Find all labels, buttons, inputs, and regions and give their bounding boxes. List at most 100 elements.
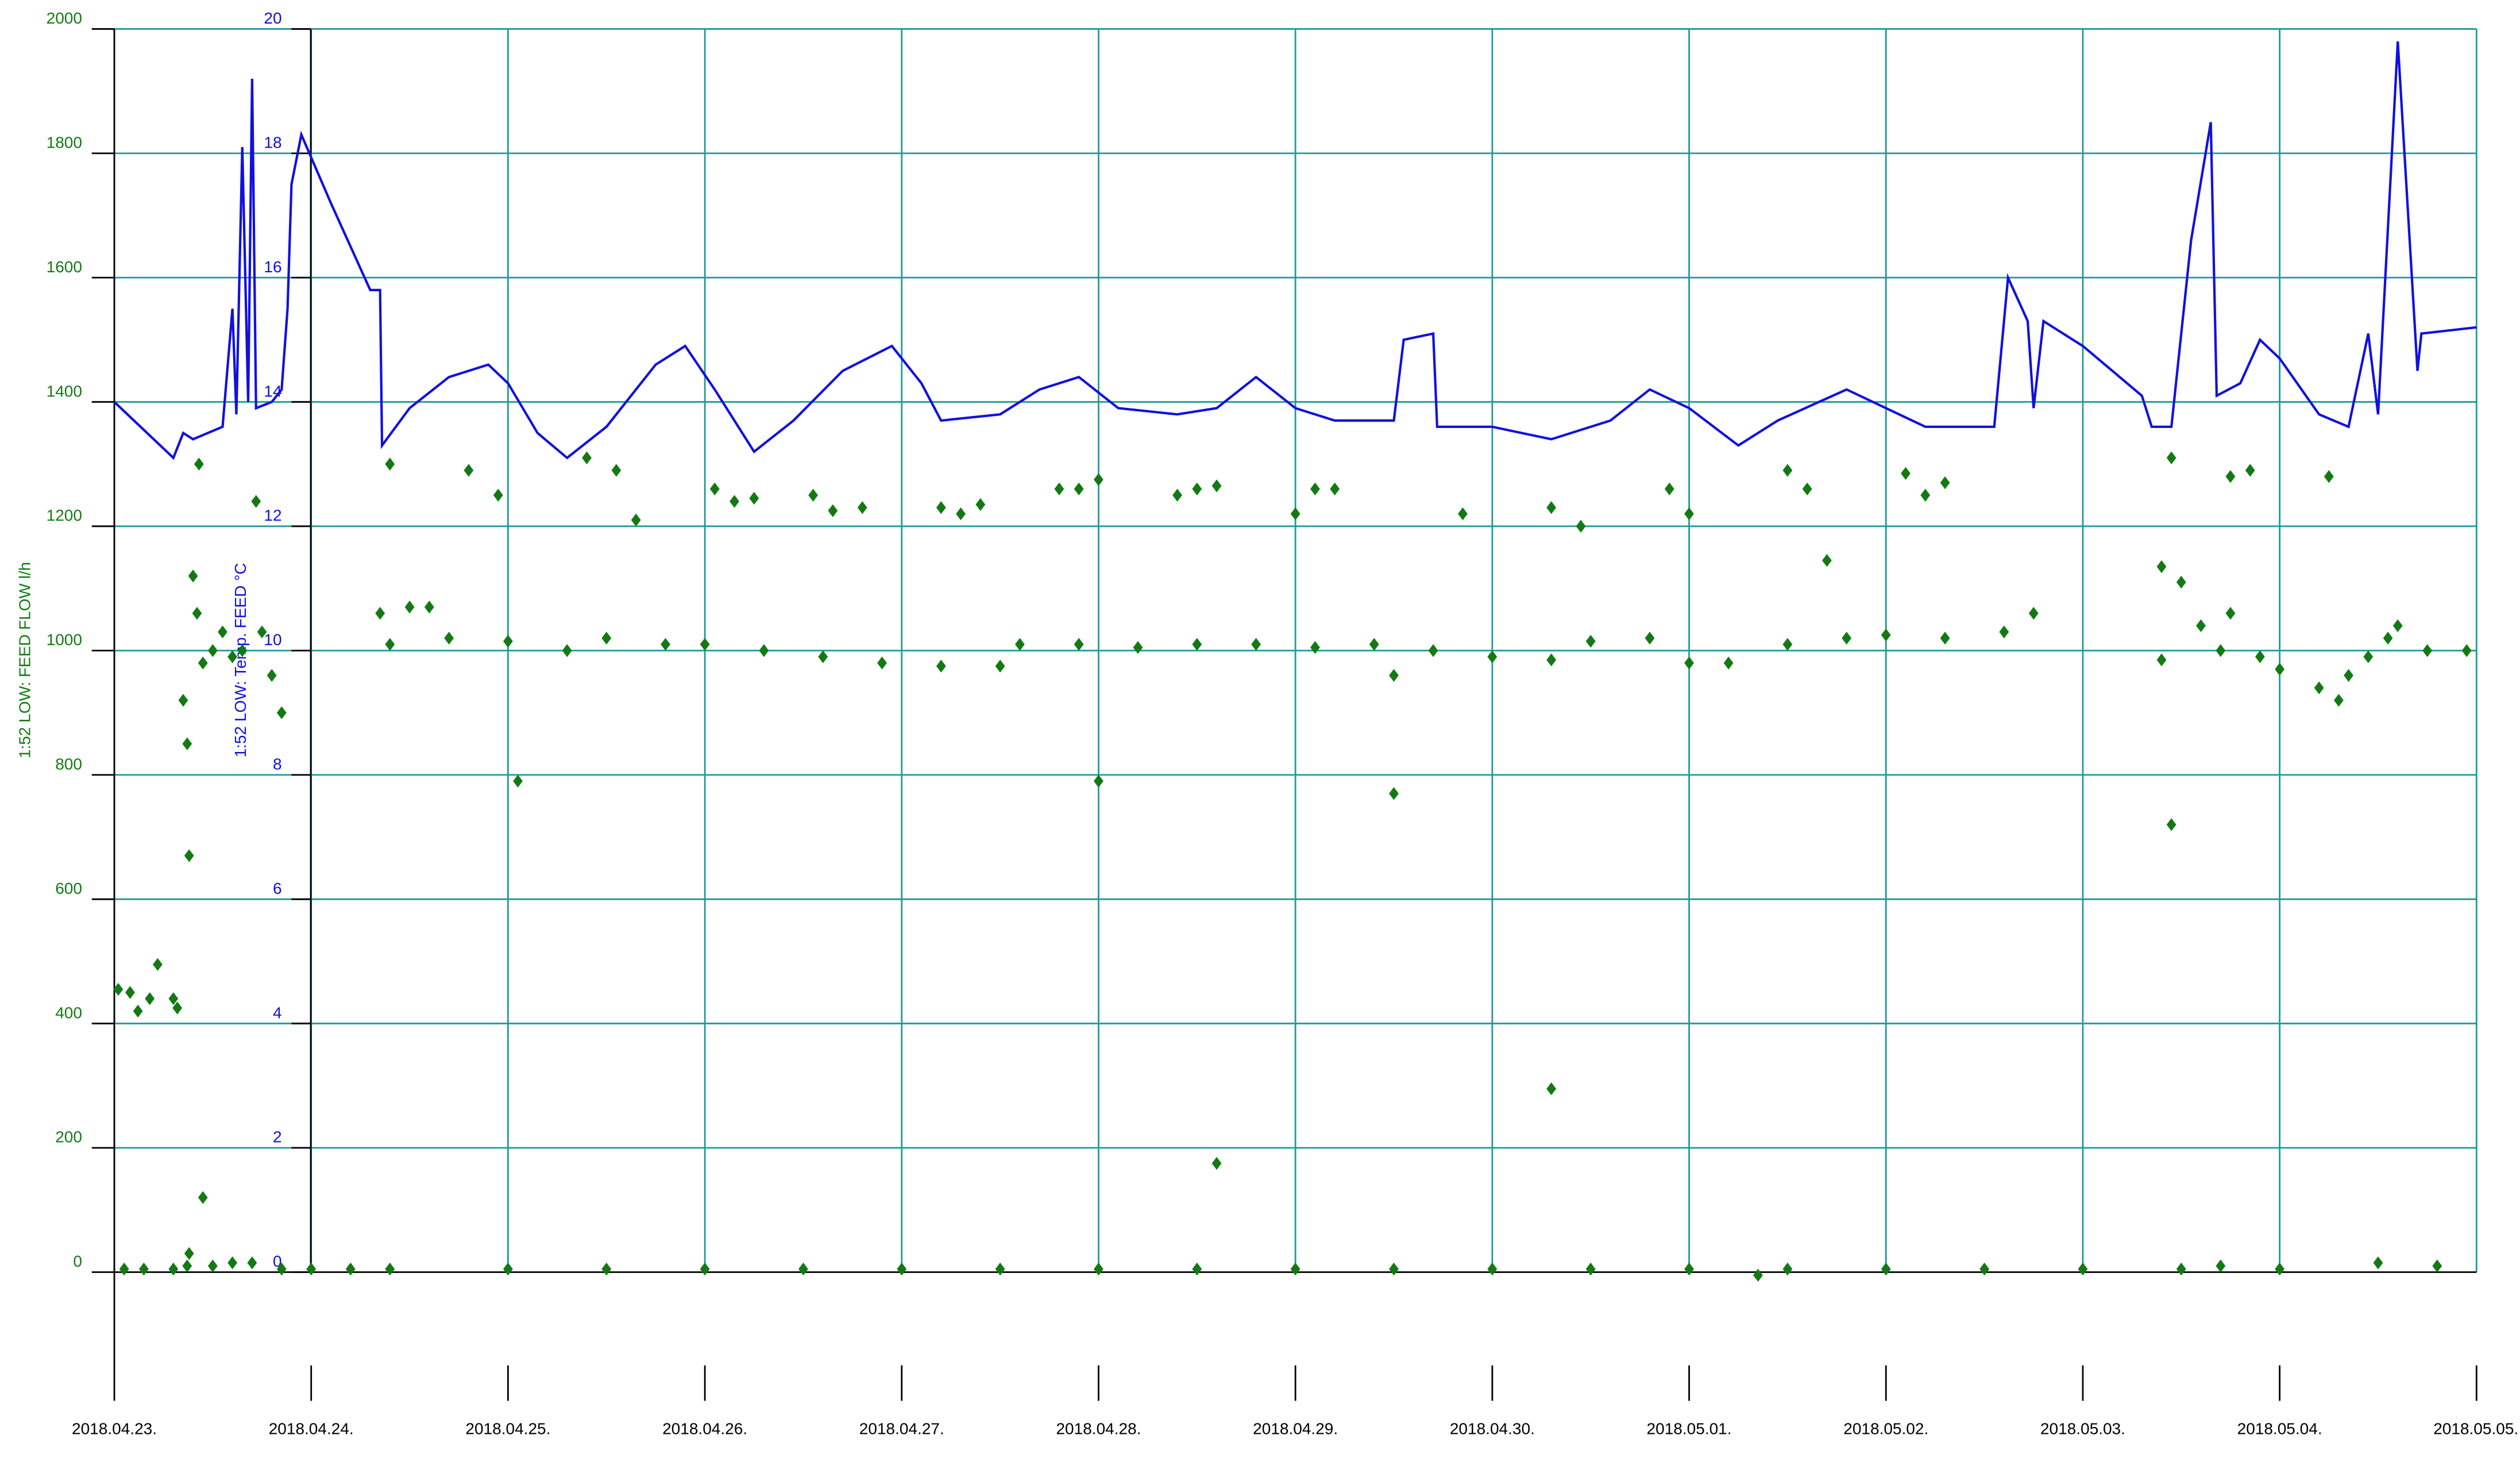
scatter-point [1014,638,1025,651]
scatter-point [2216,1259,2226,1272]
scatter-point [198,656,208,670]
scatter-point [251,495,261,508]
y-tick-label: 1800 [47,133,82,151]
scatter-point [1458,507,1468,520]
scatter-point [1074,638,1084,651]
scatter-point [2166,451,2176,465]
scatter-point [1487,650,1498,664]
scatter-point [1389,1262,1399,1276]
scatter-point [1546,501,1557,514]
scatter-point [2392,619,2403,632]
scatter-point [493,488,503,502]
scatter-point [267,669,277,682]
scatter-point [385,457,395,471]
scatter-point [168,1262,179,1276]
scatter-point [2275,1262,2285,1276]
scatter-point [2156,560,2167,573]
scatter-point [404,600,415,614]
y2-tick-label: 4 [273,1004,282,1021]
scatter-point [1094,1262,1103,1276]
scatter-point [276,1262,287,1276]
scatter-point [153,958,163,971]
scatter-point [385,1262,395,1276]
scatter-point [1369,638,1379,651]
scatter-point [1172,488,1182,502]
y2-tick-label: 2 [273,1128,282,1146]
scatter-point [798,1262,808,1276]
scatter-point [2156,653,2167,666]
x-tick-label: 2018.04.26. [662,1419,747,1437]
scatter-point [2422,644,2433,657]
x-tick-label: 2018.04.29. [1253,1419,1338,1437]
scatter-point [1585,635,1596,648]
scatter-point [1192,638,1202,651]
x-tick-label: 2018.05.01. [1647,1419,1732,1437]
scatter-point [1576,519,1586,533]
scatter-point [198,1191,208,1204]
y-tick-label: 200 [55,1128,82,1146]
x-tick-label: 2018.04.30. [1450,1419,1535,1437]
y-tick-label: 600 [55,879,82,897]
scatter-point [2324,470,2334,483]
scatter-point [1881,1262,1891,1276]
scatter-point [611,464,622,477]
scatter-point [2314,681,2324,695]
scatter-point [1094,774,1103,788]
scatter-point [113,982,124,996]
scatter-point [2245,464,2255,477]
scatter-point [1782,638,1793,651]
scatter-point [2363,650,2374,664]
scatter-point [178,693,188,707]
scatter-point [2383,631,2393,645]
x-tick-label: 2018.04.25. [465,1419,550,1437]
scatter-point [1723,656,1734,670]
scatter-point [631,514,641,527]
scatter-point [818,650,828,664]
y-tick-label: 0 [73,1252,82,1270]
y-tick-label: 1000 [47,631,82,649]
x-tick-label: 2018.05.05. [2433,1419,2518,1437]
scatter-point [1310,482,1320,496]
scatter-point [119,1262,129,1276]
x-tick-label: 2018.04.23. [72,1419,157,1437]
scatter-point [2176,1262,2186,1276]
scatter-point [808,488,818,502]
scatter-point [1881,628,1891,642]
scatter-point [218,625,227,639]
scatter-point [1211,479,1222,492]
x-tick-label: 2018.04.27. [859,1419,944,1437]
scatter-point [1684,1262,1694,1276]
scatter-point [1645,631,1655,645]
scatter-point [2373,1256,2383,1270]
scatter-point [1389,669,1399,682]
x-tick-label: 2018.05.03. [2040,1419,2125,1437]
y2-tick-label: 14 [264,382,281,400]
y2-tick-label: 12 [264,507,281,524]
y2-tick-label: 6 [273,879,282,897]
scatter-point [700,638,710,651]
scatter-point [1782,464,1793,477]
x-tick-label: 2018.04.28. [1056,1419,1141,1437]
y-tick-label: 2000 [47,9,82,27]
scatter-point [1802,482,1812,496]
scatter-point [975,497,986,511]
scatter-point [1822,554,1832,567]
scatter-point [145,992,155,1005]
scatter-point [995,659,1005,673]
scatter-point [276,706,287,719]
scatter-point [1999,625,2009,639]
y-tick-label: 1200 [47,507,82,524]
scatter-point [2461,644,2472,657]
scatter-point [1428,644,1438,657]
scatter-point [125,986,135,999]
y2-tick-label: 20 [264,9,281,27]
scatter-point [1094,473,1103,487]
scatter-point [503,635,513,648]
scatter-point [227,1256,238,1270]
scatter-point [1290,1262,1300,1276]
scatter-point [1074,482,1084,496]
scatter-point [1192,482,1202,496]
scatter-point [237,644,248,657]
scatter-point [828,504,838,518]
scatter-point [1920,488,1931,502]
